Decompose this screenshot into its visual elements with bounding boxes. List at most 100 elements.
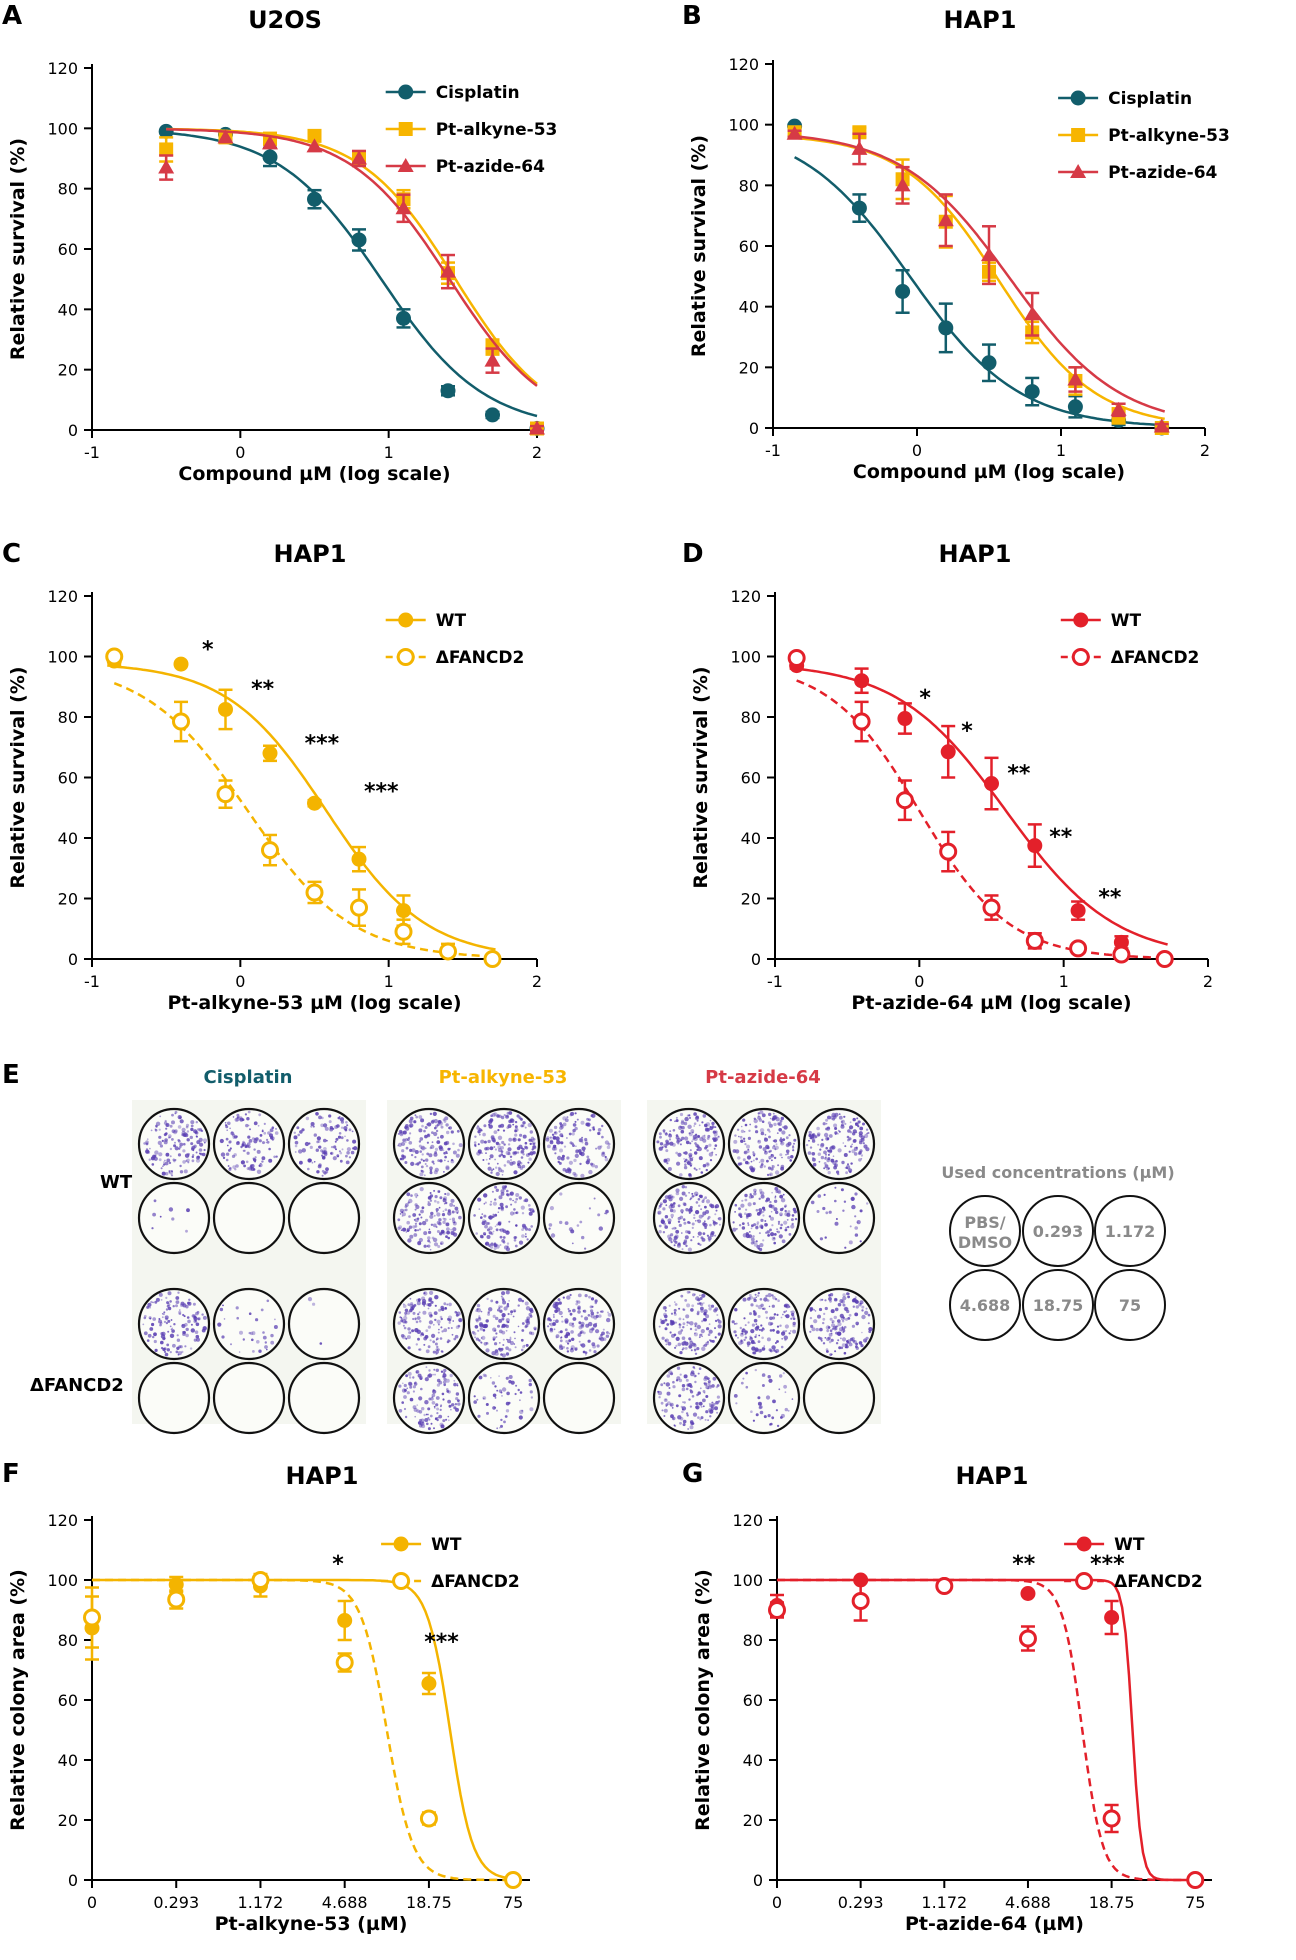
colony bbox=[487, 1312, 491, 1316]
colony bbox=[677, 1220, 681, 1223]
colony bbox=[733, 1330, 737, 1334]
colony bbox=[761, 1384, 765, 1387]
colony bbox=[575, 1149, 580, 1154]
fit-curve bbox=[777, 1578, 1196, 1882]
colony bbox=[844, 1145, 847, 1148]
colony bbox=[527, 1204, 531, 1207]
colony bbox=[779, 1153, 783, 1157]
colony bbox=[663, 1131, 666, 1134]
colony bbox=[760, 1158, 765, 1163]
colony bbox=[397, 1321, 401, 1325]
colony bbox=[191, 1155, 194, 1159]
colony bbox=[334, 1125, 339, 1129]
colony bbox=[430, 1223, 434, 1227]
legend-item: Pt-alkyne-53 bbox=[1058, 126, 1230, 146]
colony bbox=[192, 1154, 195, 1157]
colony bbox=[414, 1208, 417, 1211]
colony bbox=[563, 1145, 567, 1148]
colony bbox=[263, 1131, 267, 1135]
colony bbox=[779, 1212, 783, 1217]
colony bbox=[224, 1122, 227, 1124]
colony bbox=[545, 1137, 550, 1142]
colony bbox=[829, 1329, 833, 1332]
colony bbox=[776, 1340, 779, 1343]
colony bbox=[706, 1327, 710, 1331]
colony bbox=[514, 1244, 518, 1248]
colony bbox=[427, 1345, 431, 1349]
colony bbox=[439, 1159, 443, 1163]
colony bbox=[840, 1337, 842, 1340]
colony bbox=[853, 1139, 857, 1143]
colony bbox=[703, 1377, 708, 1382]
colony bbox=[261, 1156, 266, 1161]
colony bbox=[780, 1166, 784, 1171]
colony bbox=[517, 1388, 520, 1392]
colony bbox=[492, 1406, 496, 1410]
colony bbox=[562, 1296, 565, 1299]
colony bbox=[601, 1124, 604, 1128]
colony bbox=[240, 1160, 245, 1165]
colony bbox=[707, 1236, 712, 1241]
colony bbox=[434, 1318, 437, 1322]
colony bbox=[716, 1411, 719, 1414]
colony bbox=[520, 1150, 524, 1155]
colony bbox=[788, 1233, 792, 1236]
colony bbox=[595, 1329, 600, 1334]
colony bbox=[406, 1335, 411, 1340]
colony bbox=[160, 1334, 166, 1339]
colony bbox=[553, 1125, 558, 1130]
colony bbox=[765, 1395, 771, 1400]
colony bbox=[774, 1196, 777, 1199]
fit-curve bbox=[92, 1578, 514, 1881]
colony bbox=[471, 1330, 475, 1334]
colony bbox=[431, 1333, 436, 1338]
colony bbox=[576, 1118, 579, 1121]
x-tick-label: 1.172 bbox=[921, 1893, 967, 1912]
colony bbox=[202, 1326, 207, 1331]
colony bbox=[501, 1353, 506, 1358]
colony bbox=[699, 1243, 702, 1247]
colony bbox=[478, 1375, 483, 1380]
colony bbox=[693, 1122, 697, 1125]
colony bbox=[759, 1128, 765, 1133]
colony bbox=[753, 1312, 757, 1316]
colony bbox=[858, 1341, 863, 1345]
colony bbox=[749, 1193, 752, 1196]
data-point bbox=[1104, 1610, 1120, 1625]
colony bbox=[784, 1324, 790, 1329]
colony bbox=[498, 1223, 502, 1226]
colony bbox=[447, 1327, 450, 1330]
y-tick-label: 20 bbox=[58, 1811, 78, 1830]
colony bbox=[497, 1145, 502, 1150]
colony bbox=[297, 1133, 301, 1137]
colony bbox=[756, 1245, 761, 1249]
legend-label: WT bbox=[431, 1535, 462, 1555]
colony bbox=[674, 1120, 676, 1123]
colony bbox=[246, 1167, 250, 1171]
colony bbox=[432, 1223, 437, 1228]
colony bbox=[527, 1161, 530, 1164]
colony bbox=[693, 1348, 697, 1351]
colony bbox=[497, 1308, 500, 1312]
colony bbox=[735, 1402, 738, 1405]
legend-item: ΔFANCD2 bbox=[381, 1572, 520, 1592]
colony bbox=[165, 1296, 168, 1299]
colony bbox=[768, 1123, 773, 1128]
colony bbox=[433, 1170, 438, 1175]
colony bbox=[744, 1123, 748, 1127]
colony bbox=[770, 1216, 774, 1221]
colony bbox=[424, 1163, 427, 1165]
colony bbox=[274, 1131, 279, 1135]
colony bbox=[702, 1344, 705, 1347]
colony bbox=[515, 1224, 518, 1227]
colony bbox=[783, 1335, 788, 1340]
colony bbox=[738, 1213, 742, 1217]
colony bbox=[159, 1321, 163, 1325]
colony bbox=[669, 1118, 672, 1122]
colony bbox=[159, 1323, 162, 1327]
colony bbox=[695, 1405, 699, 1409]
colony bbox=[692, 1131, 694, 1134]
colony bbox=[530, 1139, 534, 1143]
colony bbox=[547, 1325, 550, 1328]
